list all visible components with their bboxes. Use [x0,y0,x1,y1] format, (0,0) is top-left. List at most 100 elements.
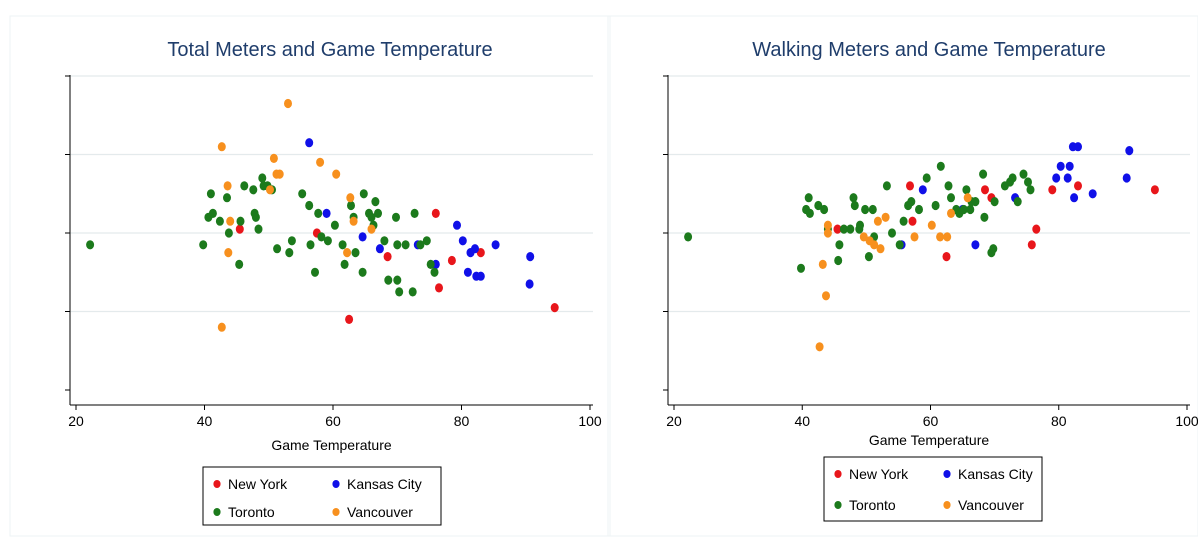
data-point [235,224,244,234]
data-point [273,244,282,254]
legend-label: Toronto [849,497,896,513]
data-point [947,193,955,203]
data-point [491,240,500,250]
series-vancouver [815,193,972,352]
data-point [392,212,400,222]
data-point [351,248,360,258]
legend-marker [943,470,951,478]
panel-border [607,15,1198,537]
data-point [358,232,367,242]
data-point [345,314,354,324]
data-point [931,200,940,211]
data-point [936,232,945,242]
x-tick-label: 80 [1051,413,1067,429]
data-point [942,252,951,262]
x-tick-label: 100 [1175,413,1198,429]
data-point [430,267,439,277]
data-point [226,216,235,226]
data-point [401,240,410,250]
data-point [431,208,440,218]
legend-marker [332,480,340,488]
data-point [236,216,245,226]
data-point [856,220,864,230]
data-point [343,248,352,258]
data-point [1019,169,1028,179]
data-point [849,193,858,203]
x-tick-label: 60 [923,413,939,429]
data-point [240,181,249,191]
x-axis-label: Game Temperature [869,432,990,448]
data-point [269,153,278,163]
data-point [818,259,827,269]
data-point [367,224,376,234]
data-point [285,248,294,258]
legend: New York Kansas City Toronto Vancouver [202,466,442,526]
data-point [822,291,830,301]
data-point [873,216,882,226]
legend-label: Kansas City [958,466,1033,482]
data-point [962,185,971,195]
data-point [888,228,896,238]
legend-box [202,466,442,526]
data-point [971,240,980,250]
data-point [311,267,319,277]
data-point [298,189,307,199]
data-point [944,181,953,191]
data-point [868,204,877,215]
data-point [235,259,244,269]
series-kansas-city [305,138,535,289]
data-point [266,185,274,195]
data-point [823,228,832,238]
data-point [322,208,331,218]
data-point [1032,224,1041,234]
data-point [380,236,389,246]
data-point [820,204,829,215]
x-tick-label: 40 [197,413,213,429]
x-tick-label: 40 [794,413,810,429]
data-point [846,224,855,234]
data-point [805,208,814,218]
data-point [966,204,975,215]
data-point [393,275,402,285]
data-point [906,181,914,191]
data-point [217,322,226,332]
data-point [959,204,968,215]
legend-marker [213,508,221,516]
x-tick-label: 20 [666,413,682,429]
data-point [358,267,367,277]
series-new-york [833,181,1159,262]
data-point [453,220,461,230]
data-point [408,287,417,297]
data-point [835,240,844,250]
data-point [275,169,284,179]
data-point [416,240,425,250]
series-new-york [235,208,559,324]
data-point [1125,146,1134,156]
data-point [306,240,315,250]
data-point [1024,177,1032,187]
chart-panel-total-meters: Total Meters and Game Temperature 20 40 60 8… [9,15,611,537]
data-point [797,263,805,273]
data-point [435,283,443,293]
data-point [881,212,890,222]
data-point [426,259,435,269]
data-point [823,220,832,230]
data-point [332,169,341,179]
legend-marker [834,470,842,478]
data-point [463,267,472,277]
data-point [384,275,393,285]
data-point [347,200,355,211]
x-tick-label: 100 [578,413,602,429]
data-point [684,232,693,242]
data-point [1048,185,1057,195]
data-point [899,216,908,226]
data-point [850,200,859,211]
data-point [963,193,972,203]
data-point [804,193,813,203]
data-point [927,220,936,230]
chart-panel-walking-meters: Walking Meters and Game Temperature 20 40 6… [607,15,1198,537]
data-point [476,248,485,258]
data-point [251,212,260,222]
data-point [526,252,535,262]
